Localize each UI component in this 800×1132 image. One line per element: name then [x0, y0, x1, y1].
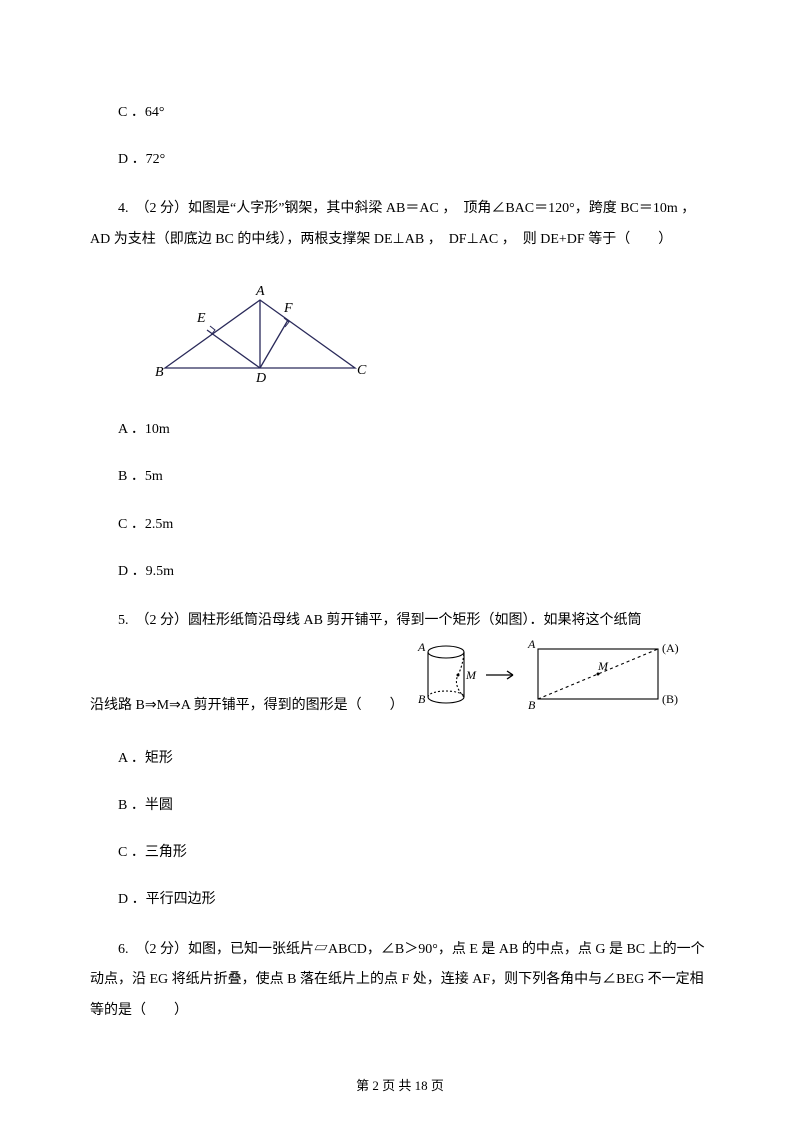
- question-5-text-line1: 5. （2 分）圆柱形纸筒沿母线 AB 剪开铺平，得到一个矩形（如图）．如果将这…: [90, 606, 710, 637]
- question-5-figure: A B M A B M (A) (B): [408, 637, 688, 724]
- page-footer: 第 2 页 共 18 页: [0, 1074, 800, 1097]
- question-5: 5. （2 分）圆柱形纸筒沿母线 AB 剪开铺平，得到一个矩形（如图）．如果将这…: [90, 606, 710, 724]
- label-F: F: [283, 301, 293, 316]
- cyl-label-M: M: [465, 668, 477, 682]
- label-D: D: [255, 371, 266, 386]
- q5-option-c: C ．三角形: [90, 840, 710, 865]
- q5-option-a: A ．矩形: [90, 746, 710, 771]
- option-d-prev: D ．72°: [90, 147, 710, 172]
- rect-label-B: B: [528, 698, 536, 712]
- cyl-label-B: B: [418, 692, 426, 706]
- q4-option-d: D ．9.5m: [90, 559, 710, 584]
- question-5-text-line2: 沿线路 B⇒M⇒A 剪开铺平，得到的图形是（ ）: [90, 691, 404, 724]
- question-4-figure: A B C D E F: [150, 278, 710, 397]
- cyl-label-A: A: [417, 640, 426, 654]
- label-A: A: [255, 284, 265, 299]
- q4-option-c: C ．2.5m: [90, 512, 710, 537]
- rect-label-A: A: [527, 637, 536, 651]
- label-C: C: [357, 363, 367, 378]
- rect-label-Ap: (A): [662, 641, 679, 655]
- q5-option-b: B ．半圆: [90, 793, 710, 818]
- rect-label-M: M: [597, 659, 609, 673]
- question-6-text: 6. （2 分）如图，已知一张纸片▱ABCD，∠B＞90°，点 E 是 AB 的…: [90, 935, 710, 1027]
- label-B: B: [155, 365, 164, 380]
- question-4-text: 4. （2 分）如图是“人字形”钢架，其中斜梁 AB＝AC ， 顶角∠BAC＝1…: [90, 194, 710, 256]
- rect-label-Bp: (B): [662, 692, 678, 706]
- q4-option-b: B ．5m: [90, 464, 710, 489]
- option-c-prev: C ．64°: [90, 100, 710, 125]
- q4-option-a: A ．10m: [90, 417, 710, 442]
- q5-option-d: D ．平行四边形: [90, 887, 710, 912]
- label-E: E: [196, 311, 206, 326]
